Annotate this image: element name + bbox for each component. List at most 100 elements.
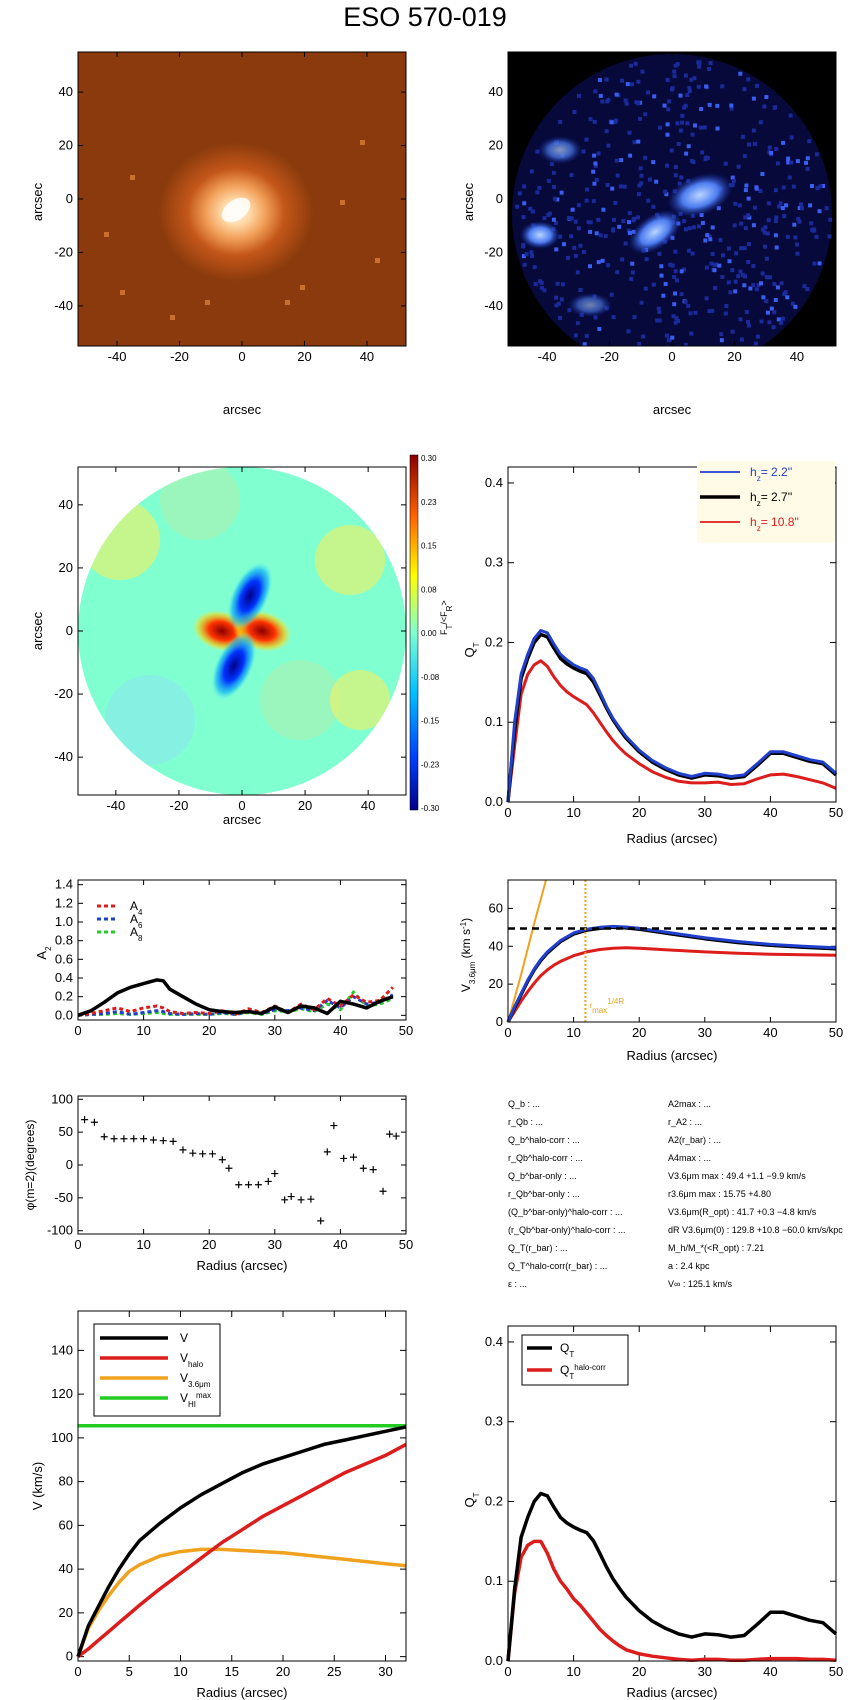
speckle: [626, 228, 631, 233]
speckle: [611, 227, 616, 232]
y-tick-label: 0.4: [55, 970, 73, 985]
y-tick-label: 100: [51, 1091, 73, 1106]
x-tick-label: 0: [74, 1023, 81, 1038]
speckle: [614, 158, 619, 163]
y-tick-label: 0.2: [55, 989, 73, 1004]
speckle: [666, 107, 671, 112]
x-axis-label: arcsec: [223, 812, 262, 827]
y-tick-label: 40: [489, 938, 503, 953]
speckle: [718, 238, 723, 243]
speckle: [751, 96, 756, 101]
map-patch: [260, 660, 340, 740]
speckle: [614, 92, 619, 97]
speckle: [716, 206, 721, 211]
speckle: [781, 140, 786, 145]
x-tick-label: 30: [698, 1664, 712, 1679]
x-tick-label: 20: [276, 1664, 290, 1679]
x-axis-label: Radius (arcsec): [626, 1685, 717, 1700]
speckle: [712, 268, 717, 273]
y-axis-label: QT: [462, 642, 481, 657]
speckle: [578, 243, 583, 248]
x-tick-label: 20: [202, 1237, 216, 1252]
speckle: [810, 184, 814, 188]
speckle: [600, 258, 605, 263]
speckle: [598, 93, 603, 98]
panel-fourier: 0 10 20 30 40 500.00.20.40.60.81.01.21.4A4A6A…: [34, 877, 413, 1038]
speckle: [679, 269, 684, 274]
speckle: [778, 201, 783, 206]
speckle: [641, 334, 646, 339]
speckle: [554, 303, 559, 308]
speckle: [705, 233, 710, 238]
speckle: [646, 90, 650, 95]
y-tick-label: 40: [489, 84, 503, 99]
speckle: [766, 310, 770, 315]
map-patch: [80, 500, 160, 580]
speckle: [773, 188, 778, 193]
speckle: [614, 118, 619, 123]
speckle: [795, 242, 799, 247]
speckle: [654, 351, 658, 355]
info-line-left: (Q_b^bar-only)^halo-corr : ...: [508, 1207, 622, 1217]
speckle: [609, 292, 614, 297]
y-tick-label: 0: [66, 1157, 73, 1172]
panel-qt: 0 10 20 30 40 50 0.0 0.1 0.2 0.3 0.4 hz= 2.2'' hz= 2…: [462, 461, 843, 846]
speckle: [736, 164, 741, 169]
speckle: [593, 161, 598, 166]
series-line: [506, 659, 837, 803]
speckle: [620, 78, 625, 83]
speckle: [665, 78, 670, 82]
bar-blob: [667, 172, 733, 218]
speckle: [758, 120, 763, 125]
speckle: [696, 84, 701, 89]
speckle: [645, 365, 649, 369]
speckle: [600, 99, 605, 104]
speckle: [584, 333, 589, 338]
speckle: [679, 292, 684, 297]
noise-pixel: [205, 300, 210, 305]
speckle: [643, 112, 648, 117]
speckle: [818, 184, 823, 189]
speckle: [764, 299, 769, 304]
y-tick-label: 0.0: [485, 794, 503, 809]
bar-blob: [628, 209, 682, 255]
x-tick-label: 0: [504, 1025, 511, 1040]
speckle: [720, 84, 725, 89]
speckle: [639, 173, 644, 178]
y-tick-label: 0: [66, 191, 73, 206]
speckle: [720, 275, 725, 279]
series-line: [506, 629, 837, 803]
legend-label: VHImax: [180, 1391, 211, 1409]
speckle: [592, 181, 597, 186]
speckle: [777, 204, 781, 209]
speckle: [672, 275, 677, 279]
x-tick-label: -40: [106, 798, 125, 813]
speckle: [743, 226, 748, 231]
speckle: [764, 95, 769, 99]
data-point: [340, 1154, 348, 1162]
speckle: [680, 348, 684, 352]
speckle: [774, 215, 779, 220]
speckle: [529, 250, 534, 255]
speckle: [739, 221, 744, 226]
speckle: [686, 144, 691, 149]
speckle: [712, 263, 717, 267]
y-tick-label: 1.4: [55, 877, 73, 892]
series-line: [76, 1442, 407, 1659]
speckle: [558, 315, 562, 320]
speckle: [774, 147, 779, 151]
data-point: [179, 1146, 187, 1154]
speckle: [763, 225, 768, 230]
speckle: [582, 342, 587, 346]
data-point: [359, 1164, 367, 1172]
y-axis-label: arcsec: [461, 182, 476, 221]
speckle: [746, 77, 751, 82]
speckle: [619, 158, 624, 163]
y-tick-label: 20: [59, 1605, 73, 1620]
galaxy-core: [221, 197, 251, 223]
x-tick-label: 40: [333, 1023, 347, 1038]
speckle: [740, 134, 745, 139]
speckle: [592, 153, 597, 158]
page-title: ESO 570-019: [343, 2, 507, 32]
